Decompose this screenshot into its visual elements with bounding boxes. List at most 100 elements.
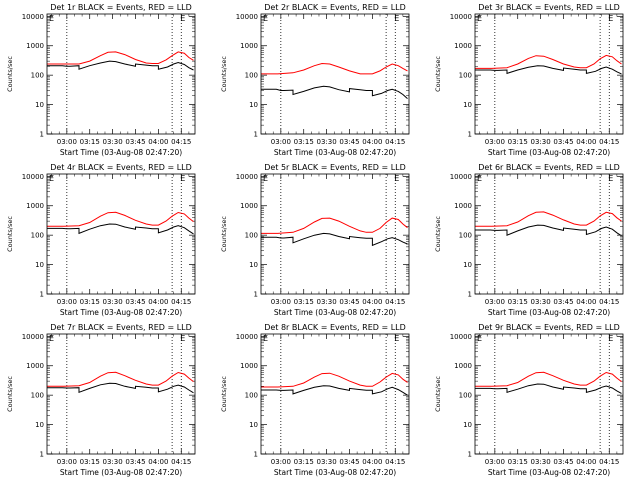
event-marker-label: E (49, 334, 54, 343)
plot-frame (474, 173, 624, 295)
x-tick-label: 03:15 (294, 458, 314, 466)
x-axis-label: Start Time (03-Aug-08 02:47:20) (488, 148, 610, 157)
y-tick-label: 1 (40, 451, 44, 459)
lld-series-line (47, 51, 194, 65)
subplot-title: Det 6r BLACK = Events, RED = LLD (478, 163, 620, 172)
y-tick-label: 100 (245, 232, 258, 240)
y-axis-label: Counts/sec (434, 376, 442, 412)
subplot-1: Det 1r BLACK = Events, RED = LLD Counts/s… (6, 3, 196, 157)
x-tick-label: 03:45 (125, 138, 145, 146)
event-marker-label: E (394, 174, 399, 183)
subplot-2: Det 2r BLACK = Events, RED = LLD Counts/s… (220, 3, 410, 157)
subplot-5: Det 5r BLACK = Events, RED = LLD Counts/s… (220, 163, 410, 317)
y-tick-label: 1000 (240, 42, 258, 50)
y-tick-label: 100 (31, 72, 44, 80)
y-tick-label: 1000 (26, 202, 44, 210)
events-series-line (475, 65, 622, 75)
event-marker-label: E (263, 174, 268, 183)
y-tick-label: 1 (254, 451, 258, 459)
y-axis-label: Counts/sec (220, 376, 228, 412)
x-tick-label: 03:15 (508, 298, 528, 306)
y-tick-label: 10 (463, 421, 472, 429)
x-axis-label: Start Time (03-Aug-08 02:47:20) (274, 308, 396, 317)
x-tick-label: 04:00 (576, 458, 596, 466)
x-tick-label: 03:00 (271, 298, 291, 306)
x-tick-label: 04:15 (599, 458, 619, 466)
x-tick-label: 03:00 (485, 458, 505, 466)
plot-frame (260, 333, 410, 455)
y-tick-label: 1 (468, 291, 472, 299)
events-series-line (47, 382, 194, 394)
x-tick-label: 04:15 (385, 458, 405, 466)
event-marker-label: E (477, 14, 482, 23)
x-tick-label: 03:45 (339, 138, 359, 146)
x-tick-label: 03:45 (339, 298, 359, 306)
event-marker-label: E (394, 334, 399, 343)
plot-frame (46, 333, 196, 455)
x-tick-label: 04:00 (362, 138, 382, 146)
plot-frame (46, 13, 196, 135)
y-tick-label: 10 (463, 101, 472, 109)
plot-frame (474, 333, 624, 455)
y-tick-label: 1000 (240, 362, 258, 370)
x-tick-label: 03:15 (508, 138, 528, 146)
subplot-8: Det 8r BLACK = Events, RED = LLD Counts/s… (220, 323, 410, 477)
y-axis-label: Counts/sec (6, 376, 14, 412)
x-tick-label: 04:15 (385, 138, 405, 146)
subplot-title: Det 5r BLACK = Events, RED = LLD (264, 163, 406, 172)
lld-series-line (261, 372, 408, 388)
lld-series-line (261, 62, 408, 75)
x-tick-label: 03:30 (317, 458, 337, 466)
y-tick-label: 1000 (26, 42, 44, 50)
y-tick-label: 10000 (22, 13, 44, 21)
y-tick-label: 10 (35, 261, 44, 269)
y-tick-label: 100 (31, 392, 44, 400)
events-series-line (261, 385, 408, 396)
y-tick-label: 10000 (22, 333, 44, 341)
x-tick-label: 03:00 (271, 138, 291, 146)
y-tick-label: 1000 (454, 202, 472, 210)
x-tick-label: 04:15 (171, 298, 191, 306)
events-series-line (475, 224, 622, 237)
y-axis-label: Counts/sec (434, 216, 442, 252)
x-tick-label: 03:30 (317, 298, 337, 306)
y-tick-label: 1 (468, 451, 472, 459)
y-tick-label: 100 (459, 232, 472, 240)
y-tick-label: 1 (40, 291, 44, 299)
lld-series-line (261, 217, 408, 234)
x-tick-label: 04:00 (362, 458, 382, 466)
event-marker-label: E (608, 174, 613, 183)
x-axis-label: Start Time (03-Aug-08 02:47:20) (488, 308, 610, 317)
x-tick-label: 04:00 (362, 298, 382, 306)
y-tick-label: 10 (249, 101, 258, 109)
y-axis-label: Counts/sec (220, 216, 228, 252)
plot-frame (474, 13, 624, 135)
x-tick-label: 03:15 (294, 298, 314, 306)
y-tick-label: 1 (254, 131, 258, 139)
event-marker-label: E (477, 174, 482, 183)
events-series-line (47, 223, 194, 235)
event-marker-label: E (263, 334, 268, 343)
x-tick-label: 03:30 (103, 138, 123, 146)
event-marker-label: E (180, 14, 185, 23)
x-tick-label: 04:00 (576, 298, 596, 306)
x-tick-label: 03:15 (80, 298, 100, 306)
x-tick-label: 03:45 (553, 138, 573, 146)
x-tick-label: 03:30 (531, 458, 551, 466)
x-tick-label: 03:45 (553, 458, 573, 466)
plot-frame (260, 173, 410, 295)
event-marker-label: E (608, 334, 613, 343)
x-tick-label: 03:45 (125, 298, 145, 306)
x-tick-label: 03:00 (271, 458, 291, 466)
x-axis-label: Start Time (03-Aug-08 02:47:20) (60, 468, 182, 477)
x-axis-label: Start Time (03-Aug-08 02:47:20) (60, 148, 182, 157)
x-tick-label: 03:15 (508, 458, 528, 466)
plot-frame (46, 173, 196, 295)
x-tick-label: 03:30 (531, 138, 551, 146)
y-tick-label: 100 (245, 392, 258, 400)
x-axis-label: Start Time (03-Aug-08 02:47:20) (488, 468, 610, 477)
subplot-3: Det 3r BLACK = Events, RED = LLD Counts/s… (434, 3, 624, 157)
y-tick-label: 1000 (454, 42, 472, 50)
subplot-6: Det 6r BLACK = Events, RED = LLD Counts/s… (434, 163, 624, 317)
y-tick-label: 1000 (26, 362, 44, 370)
